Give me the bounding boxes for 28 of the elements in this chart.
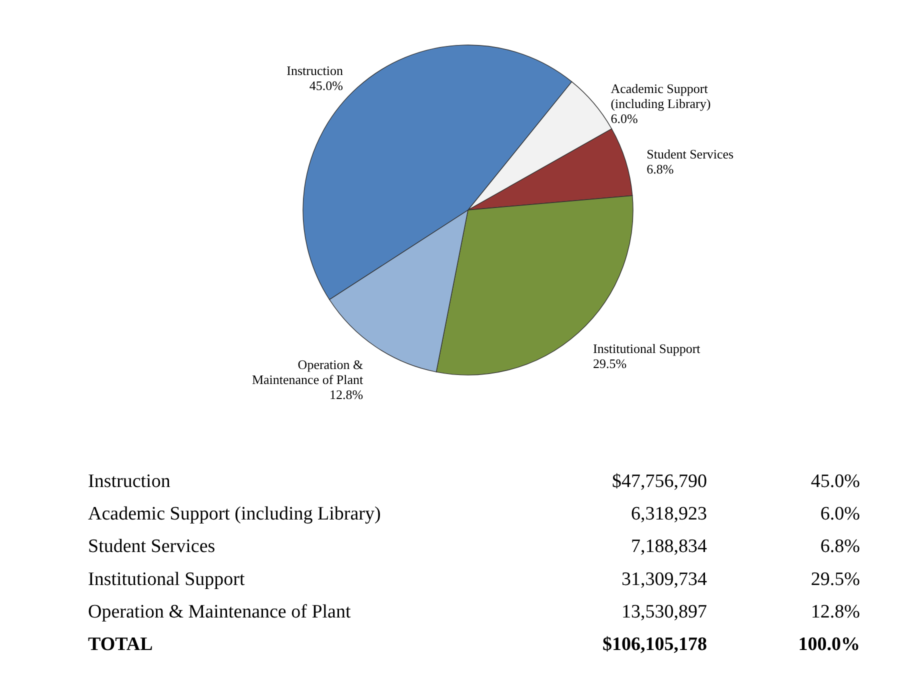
text: 6,318,923 (631, 504, 707, 525)
text: 45.0% (810, 471, 860, 492)
slice-label: Institutional Support (593, 341, 701, 356)
text: Academic Support (including Library) (88, 504, 381, 525)
text: 6.8% (820, 536, 860, 558)
data-label: 29.5% (593, 356, 627, 372)
data-label: 45.0% (309, 78, 344, 93)
text: Instruction (88, 471, 171, 492)
slice-label: Operation & Maintenance of Plant (252, 356, 364, 387)
text: Institutional Support (88, 568, 246, 590)
text: 12.8% (810, 601, 860, 622)
text: TOTAL (88, 634, 153, 655)
text: 29.5% (810, 568, 860, 590)
text: 13,530,897 (622, 601, 707, 622)
text: 7,188,834 (631, 536, 708, 558)
text: $47,756,790 (612, 471, 707, 492)
text: Student Services (88, 536, 216, 558)
data-label: 6.0% (610, 111, 638, 126)
slice-label: Academic Support (including Library) (610, 81, 711, 112)
slice-label: Instruction (286, 62, 344, 78)
text: 100.0% (798, 634, 860, 655)
slice-label: Student Services (646, 146, 734, 162)
text: 31,309,734 (622, 568, 708, 590)
text: Operation & Maintenance of Plant (88, 601, 352, 622)
data-label: 6.8% (646, 162, 674, 177)
data-label: 12.8% (330, 386, 364, 402)
text: $106,105,178 (602, 634, 707, 655)
text: 6.0% (820, 504, 860, 525)
